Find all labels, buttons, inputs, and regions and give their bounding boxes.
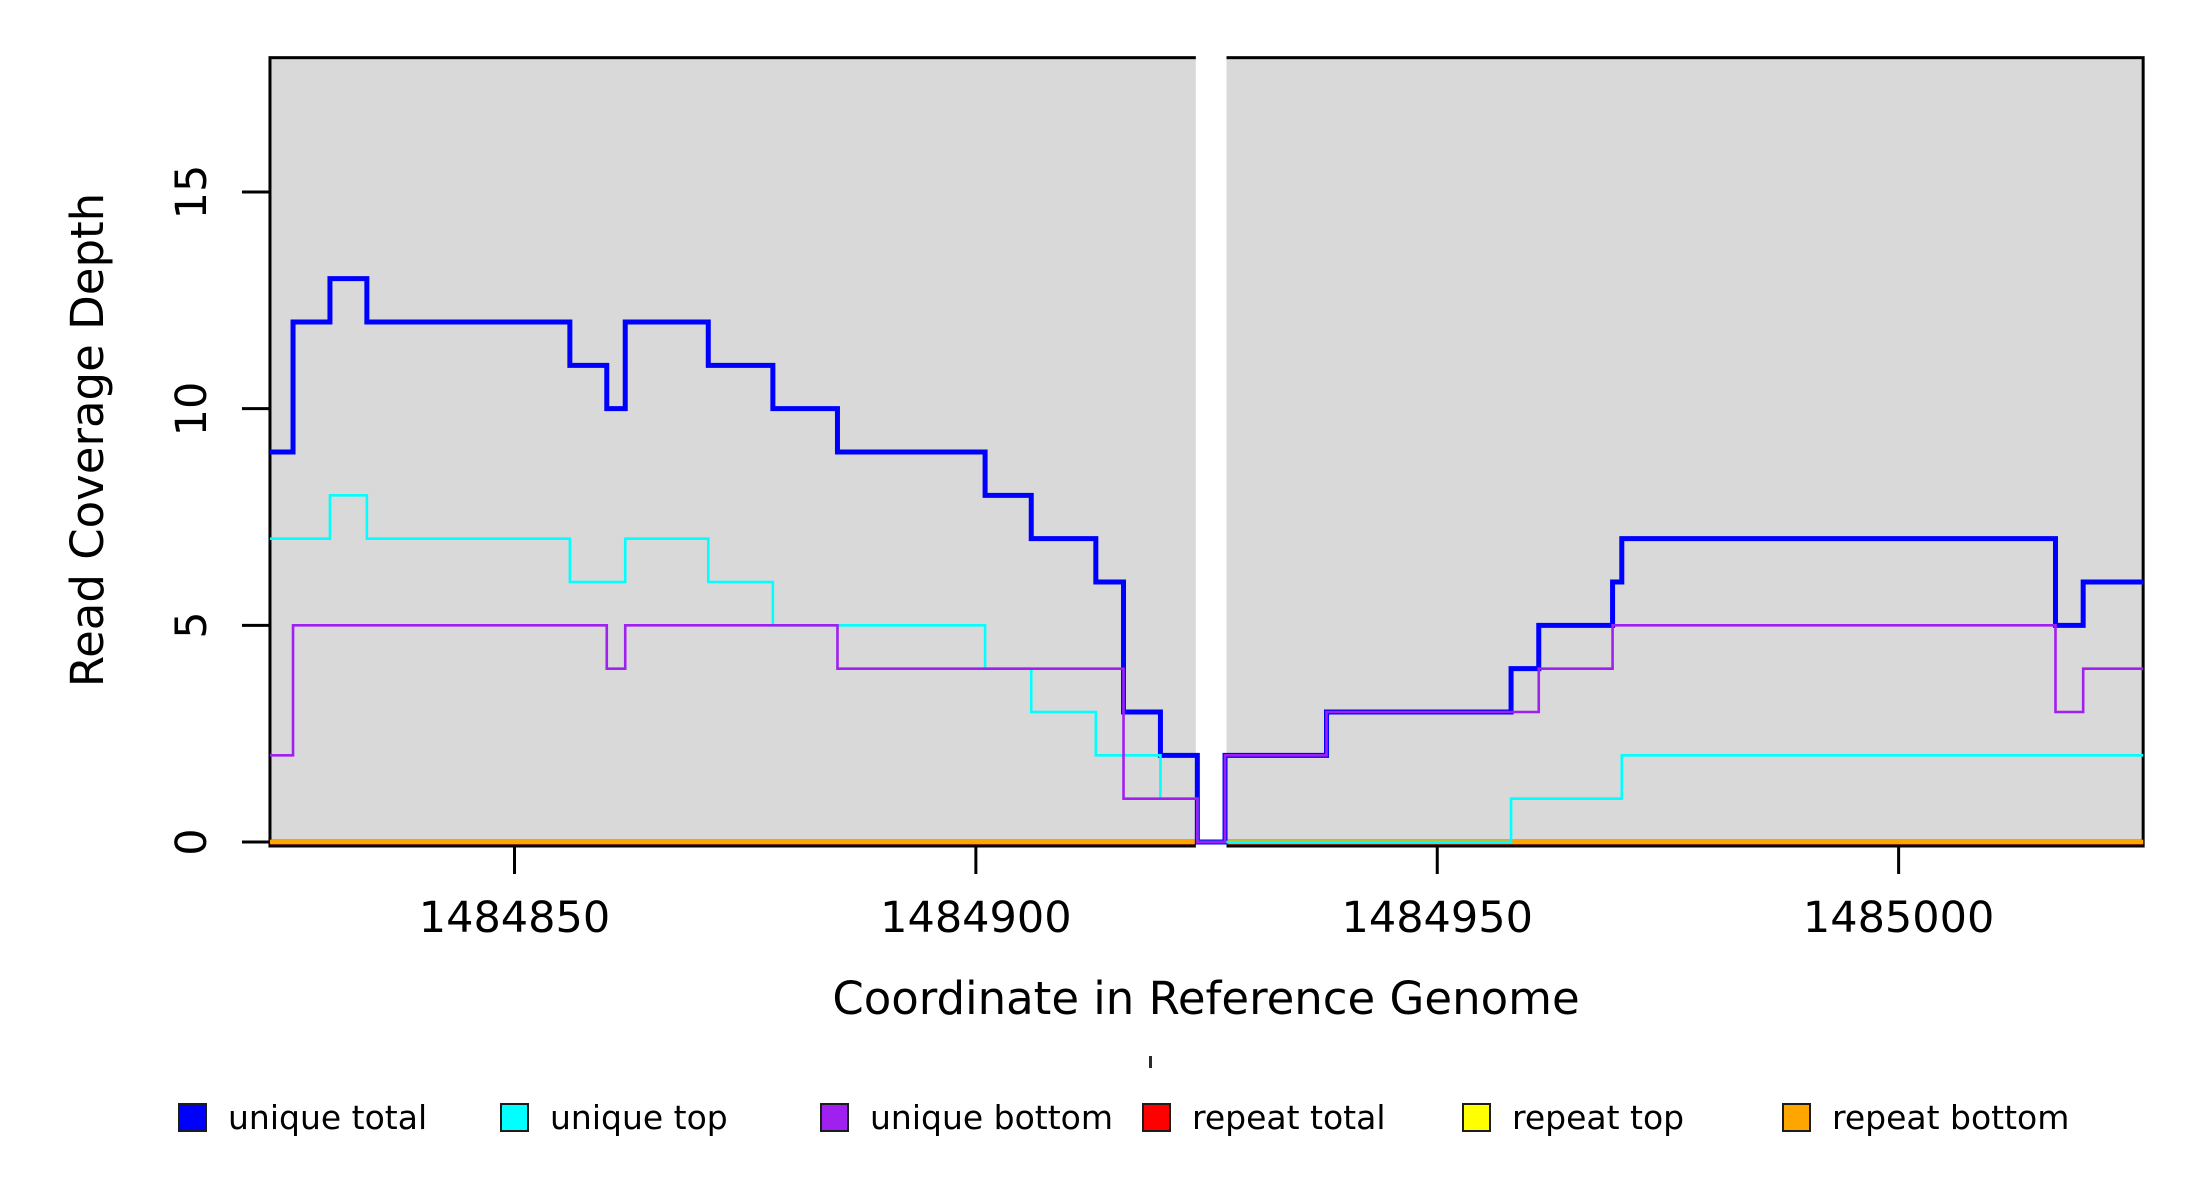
legend-label: unique top: [550, 1098, 728, 1137]
legend-item: unique top: [500, 1098, 728, 1137]
legend-item: unique bottom: [820, 1098, 1113, 1137]
legend-item: repeat total: [1142, 1098, 1386, 1137]
legend-key-swatch: [500, 1103, 529, 1132]
y-axis-title: Read Coverage Depth: [61, 192, 114, 688]
series-unique-total: [269, 276, 2144, 845]
series-unique-bottom: [269, 624, 2144, 844]
legend-label: repeat bottom: [1832, 1098, 2070, 1137]
stray-mark: [1149, 1056, 1152, 1068]
legend-key-swatch: [820, 1103, 849, 1132]
y-tick-label: 10: [167, 381, 217, 437]
legend-label: unique bottom: [870, 1098, 1114, 1137]
x-tick-label: 1484850: [418, 893, 611, 943]
x-tick-label: 1484950: [1341, 893, 1533, 943]
x-axis-title: Coordinate in Reference Genome: [832, 972, 1580, 1025]
legend-item: repeat bottom: [1782, 1098, 2069, 1137]
y-tick-label: 5: [167, 611, 217, 640]
legend-item: unique total: [178, 1098, 427, 1137]
x-tick-label: 1485000: [1802, 893, 1995, 943]
no-data-gap: [1195, 55, 1227, 848]
legend-key-swatch: [1462, 1103, 1491, 1132]
y-tick-label: 0: [167, 828, 217, 856]
legend-label: repeat top: [1512, 1098, 1685, 1137]
series-unique-top: [269, 494, 2144, 844]
legend-label: unique total: [228, 1098, 428, 1137]
y-tick-label: 15: [167, 164, 217, 220]
legend-key-swatch: [178, 1103, 207, 1132]
legend-key-swatch: [1782, 1103, 1811, 1132]
legend-label: repeat total: [1192, 1098, 1386, 1137]
legend-key-swatch: [1142, 1103, 1171, 1132]
legend-item: repeat top: [1462, 1098, 1684, 1137]
x-tick-label: 1484900: [880, 893, 1072, 943]
